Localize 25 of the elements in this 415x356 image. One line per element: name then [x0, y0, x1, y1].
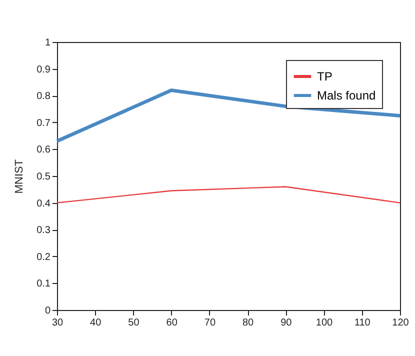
x-tick-label: 120	[392, 318, 410, 328]
y-tick-label: 0	[44, 306, 51, 316]
y-tick-label: 0.3	[36, 225, 51, 236]
y-tick-label: 0.7	[36, 118, 51, 129]
y-tick-label: 0.4	[36, 198, 51, 210]
x-tick-label: 100	[316, 318, 334, 328]
x-tick-label: 60	[166, 318, 178, 328]
x-tick-label: 80	[242, 318, 254, 328]
legend-label: TP	[317, 70, 332, 84]
y-tick-label: 0.8	[36, 91, 51, 102]
line-series	[55, 88, 402, 143]
x-tick-label: 110	[354, 318, 371, 328]
legend-label: Mals found	[317, 88, 376, 102]
y-tick-label: 0.9	[36, 64, 51, 76]
x-tick-label: 40	[90, 318, 102, 328]
x-tick-label: 70	[204, 318, 216, 328]
y-tick-label: 0.6	[36, 144, 51, 156]
x-tick-label: 50	[128, 318, 140, 328]
y-tick-label: 0.1	[36, 278, 51, 290]
y-tick-label: 0.5	[36, 172, 51, 182]
x-tick-label: 90	[280, 318, 292, 328]
y-tick-label: 1	[44, 38, 51, 48]
y-tick-label: 0.2	[36, 252, 51, 263]
x-tick-label: 30	[52, 318, 64, 328]
y-axis-title: MNIST	[14, 159, 26, 194]
